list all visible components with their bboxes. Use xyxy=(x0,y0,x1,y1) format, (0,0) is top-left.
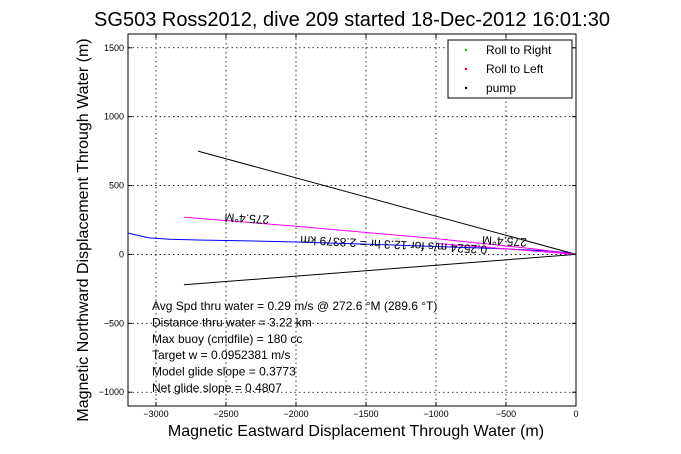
x-tick-label: −500 xyxy=(496,409,516,419)
legend-label-roll-right: Roll to Right xyxy=(486,43,552,57)
series-heading-ref-mid xyxy=(183,216,577,255)
legend-label-pump: pump xyxy=(486,81,516,95)
legend-marker-pump xyxy=(464,86,468,90)
x-tick-label: −2000 xyxy=(283,409,308,419)
y-tick-label: −1000 xyxy=(99,387,124,397)
y-tick-label: 1000 xyxy=(104,112,124,122)
legend: Roll to Right Roll to Left pump xyxy=(447,39,573,99)
y-tick-label: 1500 xyxy=(104,43,124,53)
track-label-1: 275.4°M xyxy=(482,233,527,249)
dive-stat-4: Model glide slope = 0.3773 xyxy=(152,365,296,379)
dive-stat-1: Distance thru water = 3.22 km xyxy=(152,315,312,329)
x-tick-label: 0 xyxy=(573,409,578,419)
dive-stat-2: Max buoy (cmdfile) = 180 cc xyxy=(152,332,302,346)
legend-label-roll-left: Roll to Left xyxy=(486,62,544,76)
track-label-0: 275.4°M xyxy=(224,210,269,226)
x-tick-label: −2500 xyxy=(213,409,238,419)
series-heading-ref-inner xyxy=(435,242,577,255)
dive-stat-5: Net glide slope = 0.4807 xyxy=(152,381,282,395)
dive-stat-0: Avg Spd thru water = 0.29 m/s @ 272.6 °M… xyxy=(152,299,437,313)
y-tick-label: 500 xyxy=(109,181,124,191)
dive-stat-3: Target w = 0.0952381 m/s xyxy=(152,348,290,362)
series-heading-ref-upper xyxy=(197,150,577,255)
x-tick-label: −1500 xyxy=(353,409,378,419)
legend-marker-roll-left xyxy=(464,67,468,71)
x-axis-title: Magnetic Eastward Displacement Through W… xyxy=(168,423,544,440)
x-tick-label: −1000 xyxy=(423,409,448,419)
y-tick-label: −500 xyxy=(104,318,124,328)
legend-box xyxy=(447,39,573,99)
dive-statistics: Avg Spd thru water = 0.29 m/s @ 272.6 °M… xyxy=(152,299,437,395)
y-axis-title: Magnetic Northward Displacement Through … xyxy=(75,38,92,421)
series-heading-ref-lower xyxy=(183,253,577,286)
y-tick-label: 0 xyxy=(119,249,124,259)
plot-area xyxy=(127,33,577,407)
track-label-2: 0.2524 m/s for 12.3 hr = 2.8379 km xyxy=(300,233,488,257)
chart-title: SG503 Ross2012, dive 209 started 18-Dec-… xyxy=(94,9,610,31)
x-tick-label: −3000 xyxy=(143,409,168,419)
data-series xyxy=(127,150,577,286)
legend-marker-roll-right xyxy=(464,48,468,52)
axis-ticks: −3000 −2500 −2000 −1500 −1000 −500 0 −1000 −500 0… xyxy=(99,34,579,419)
